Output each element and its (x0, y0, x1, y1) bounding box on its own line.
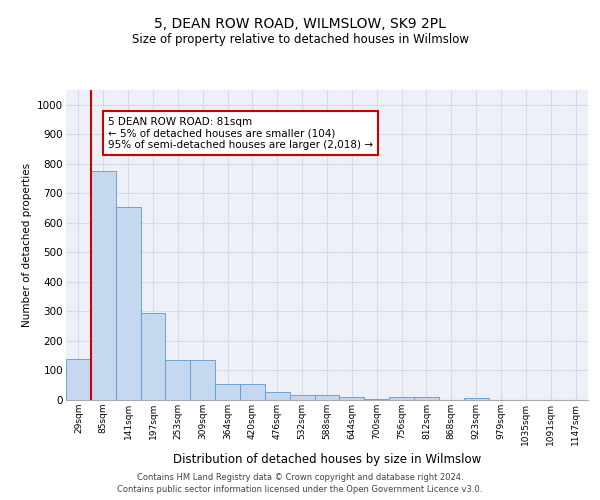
Bar (190, 360, 215, 400)
Bar (240, 384, 265, 400)
Bar (314, 394, 340, 400)
Bar (91, 171, 116, 400)
Bar (166, 360, 190, 400)
Bar (364, 398, 389, 400)
Text: 5 DEAN ROW ROAD: 81sqm
← 5% of detached houses are smaller (104)
95% of semi-det: 5 DEAN ROW ROAD: 81sqm ← 5% of detached … (108, 116, 373, 150)
Bar (290, 394, 314, 400)
Text: 5, DEAN ROW ROAD, WILMSLOW, SK9 2PL: 5, DEAN ROW ROAD, WILMSLOW, SK9 2PL (154, 18, 446, 32)
Bar (215, 384, 240, 400)
Text: Contains HM Land Registry data © Crown copyright and database right 2024.: Contains HM Land Registry data © Crown c… (137, 473, 463, 482)
Y-axis label: Number of detached properties: Number of detached properties (22, 163, 32, 327)
Bar (464, 398, 488, 400)
Bar (340, 397, 364, 400)
Text: Size of property relative to detached houses in Wilmslow: Size of property relative to detached ho… (131, 32, 469, 46)
Text: Contains public sector information licensed under the Open Government Licence v3: Contains public sector information licen… (118, 486, 482, 494)
Bar (265, 392, 290, 400)
Bar (414, 397, 439, 400)
Bar (389, 397, 414, 400)
Bar (116, 206, 140, 400)
Bar (66, 358, 91, 400)
Bar (140, 313, 166, 400)
X-axis label: Distribution of detached houses by size in Wilmslow: Distribution of detached houses by size … (173, 453, 481, 466)
